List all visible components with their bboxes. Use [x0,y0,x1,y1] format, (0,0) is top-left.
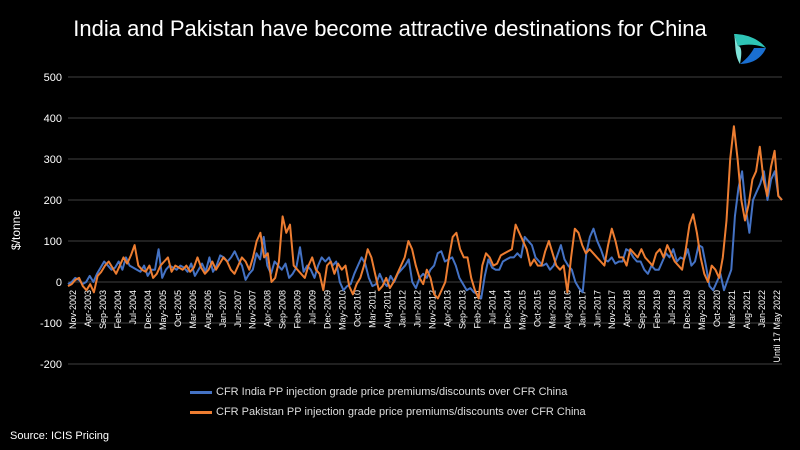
icis-logo-icon [734,34,766,64]
x-tick-label: Aug-2006 [203,290,213,329]
x-tick-label: Jun-2012 [413,290,423,328]
x-tick-label: Jul-2014 [487,290,497,325]
x-tick-label: Jan-2017 [577,290,587,328]
x-tick-label: May-2010 [338,290,348,330]
x-tick-label: Dec-2014 [502,290,512,329]
x-tick-label: Oct-2005 [173,290,183,327]
legend-swatch-pakistan [190,410,212,414]
x-tick-label: Jan-2022 [757,290,767,328]
y-tick-label: 400 [44,113,62,125]
legend-label-pakistan: CFR Pakistan PP injection grade price pr… [216,406,586,418]
legend-label-india: CFR India PP injection grade price premi… [216,386,568,398]
x-tick-label: Nov-2017 [607,290,617,329]
x-tick-label: Oct-2020 [712,290,722,327]
chart-title: India and Pakistan have become attractiv… [73,16,707,41]
x-axis-ticks: Nov-2002 Apr-2003 Sep-2003 Feb-2004 Jul-2004… [68,290,782,363]
x-tick-label: Apr-2003 [83,290,93,327]
x-tick-label: Mar-2016 [547,290,557,329]
x-tick-label: May-2005 [158,290,168,330]
x-tick-label: Aug-2021 [742,290,752,329]
x-tick-label: Jul-2004 [128,290,138,325]
x-tick-label: Feb-2019 [652,290,662,329]
x-tick-label: Sep-2013 [457,290,467,329]
x-tick-label: Feb-2004 [113,290,123,329]
x-tick-label: Jun-2017 [592,290,602,328]
y-tick-label: -200 [40,359,62,371]
series-line-pakistan [67,125,783,300]
y-tick-label: 200 [44,195,62,207]
y-axis-label: $/tonne [9,210,23,250]
series-lines [67,125,783,300]
x-tick-label: Nov-2002 [68,290,78,329]
x-tick-label: Mar-2021 [727,290,737,329]
x-tick-label: Sep-2018 [637,290,647,329]
x-tick-label: Aug-2016 [562,290,572,329]
y-tick-label: -100 [40,318,62,330]
x-tick-label: Mar-2011 [368,290,378,328]
x-tick-label: Dec-2019 [682,290,692,329]
x-tick-label: Jul-2019 [667,290,677,325]
x-tick-label: May-2020 [697,290,707,330]
legend: CFR India PP injection grade price premi… [190,382,586,422]
x-tick-label: Nov-2007 [248,290,258,329]
x-tick-label: Jun-2007 [233,290,243,328]
x-tick-label: Sep-2008 [278,290,288,329]
x-tick-label: Oct-2010 [353,290,363,327]
x-tick-label: Jul-2009 [308,290,318,325]
legend-swatch-india [190,390,212,394]
legend-item-pakistan: CFR Pakistan PP injection grade price pr… [190,402,586,422]
y-tick-label: 500 [44,72,62,84]
y-tick-label: 0 [56,277,62,289]
legend-item-india: CFR India PP injection grade price premi… [190,382,586,402]
y-axis-ticks: -200 -100 0 100 200 300 400 500 [40,72,62,371]
x-tick-label: Apr-2013 [442,290,452,327]
y-tick-label: 100 [44,236,62,248]
x-tick-label: Jan-2012 [398,290,408,328]
x-tick-label: Mar-2006 [188,290,198,329]
x-tick-label: Until 17 May 2022 [772,290,782,363]
x-tick-label: Jan-2007 [218,290,228,328]
source-note: Source: ICIS Pricing [10,430,110,442]
gridlines [68,76,782,365]
x-tick-label: Nov-2012 [427,290,437,329]
x-tick-label: Feb-2014 [472,290,482,329]
x-tick-label: Apr-2018 [622,290,632,327]
x-tick-label: Sep-2003 [98,290,108,329]
x-tick-label: Dec-2009 [323,290,333,329]
y-tick-label: 300 [44,154,62,166]
x-tick-label: Aug-2011 [383,290,393,328]
x-tick-label: Dec-2004 [143,290,153,329]
x-tick-label: Feb-2009 [293,290,303,329]
x-tick-label: Apr-2008 [263,290,273,327]
x-tick-label: May-2015 [517,290,527,330]
x-tick-label: Oct-2015 [532,290,542,327]
